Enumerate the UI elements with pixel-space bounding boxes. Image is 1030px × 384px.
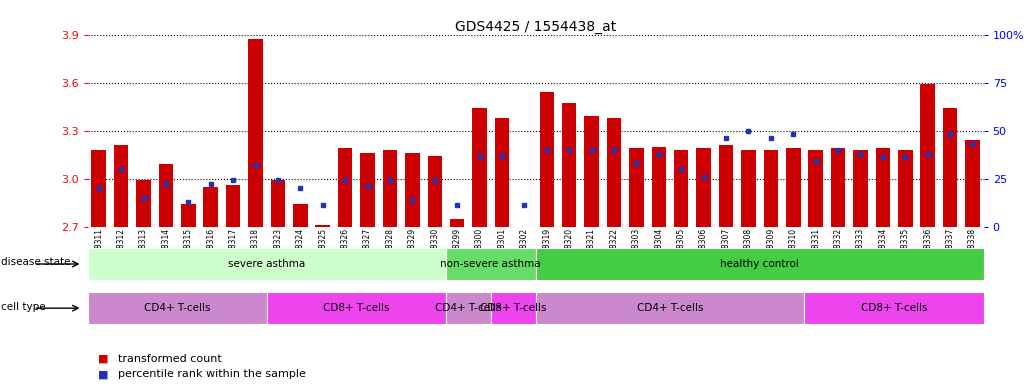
Bar bbox=[294, 204, 308, 227]
Bar bbox=[315, 225, 330, 227]
Bar bbox=[405, 153, 419, 227]
Bar bbox=[540, 92, 554, 227]
Bar bbox=[360, 153, 375, 227]
Bar bbox=[248, 40, 263, 227]
Text: CD4+ T-cells: CD4+ T-cells bbox=[637, 303, 703, 313]
Text: CD4+ T-cells: CD4+ T-cells bbox=[435, 303, 502, 313]
Bar bbox=[159, 164, 173, 227]
Bar bbox=[427, 156, 442, 227]
Bar bbox=[473, 108, 487, 227]
Bar bbox=[383, 150, 398, 227]
Bar bbox=[446, 248, 536, 280]
Bar bbox=[607, 118, 621, 227]
Bar bbox=[88, 248, 446, 280]
Text: ■: ■ bbox=[98, 369, 108, 379]
Bar bbox=[267, 292, 446, 324]
Bar bbox=[536, 248, 984, 280]
Bar bbox=[921, 84, 935, 227]
Bar bbox=[804, 292, 984, 324]
Bar bbox=[490, 292, 536, 324]
Bar bbox=[338, 148, 352, 227]
Bar bbox=[536, 292, 804, 324]
Bar bbox=[450, 218, 465, 227]
Text: percentile rank within the sample: percentile rank within the sample bbox=[118, 369, 306, 379]
Bar bbox=[88, 292, 267, 324]
Bar bbox=[719, 145, 733, 227]
Text: ■: ■ bbox=[98, 354, 108, 364]
Bar bbox=[271, 180, 285, 227]
Bar bbox=[446, 292, 490, 324]
Bar bbox=[114, 145, 129, 227]
Bar bbox=[809, 150, 823, 227]
Bar bbox=[136, 180, 150, 227]
Bar bbox=[763, 150, 778, 227]
Bar bbox=[853, 150, 867, 227]
Bar bbox=[584, 116, 598, 227]
Title: GDS4425 / 1554438_at: GDS4425 / 1554438_at bbox=[455, 20, 616, 33]
Bar bbox=[742, 150, 756, 227]
Bar bbox=[517, 227, 531, 232]
Text: healthy control: healthy control bbox=[720, 259, 799, 269]
Text: transformed count: transformed count bbox=[118, 354, 222, 364]
Text: non-severe asthma: non-severe asthma bbox=[441, 259, 541, 269]
Bar bbox=[831, 148, 846, 227]
Bar bbox=[965, 140, 980, 227]
Text: CD4+ T-cells: CD4+ T-cells bbox=[144, 303, 210, 313]
Bar bbox=[204, 187, 218, 227]
Text: CD8+ T-cells: CD8+ T-cells bbox=[480, 303, 547, 313]
Bar bbox=[92, 150, 106, 227]
Bar bbox=[786, 148, 800, 227]
Text: severe asthma: severe asthma bbox=[228, 259, 305, 269]
Bar bbox=[629, 148, 644, 227]
Bar bbox=[562, 103, 577, 227]
Bar bbox=[942, 108, 957, 227]
Bar bbox=[226, 185, 240, 227]
Text: disease state: disease state bbox=[1, 257, 70, 267]
Bar bbox=[652, 147, 666, 227]
Bar bbox=[876, 148, 890, 227]
Bar bbox=[674, 150, 688, 227]
Text: CD8+ T-cells: CD8+ T-cells bbox=[323, 303, 389, 313]
Bar bbox=[181, 204, 196, 227]
Text: cell type: cell type bbox=[1, 301, 45, 311]
Text: CD8+ T-cells: CD8+ T-cells bbox=[861, 303, 927, 313]
Bar bbox=[494, 118, 509, 227]
Bar bbox=[696, 148, 711, 227]
Bar bbox=[898, 150, 913, 227]
